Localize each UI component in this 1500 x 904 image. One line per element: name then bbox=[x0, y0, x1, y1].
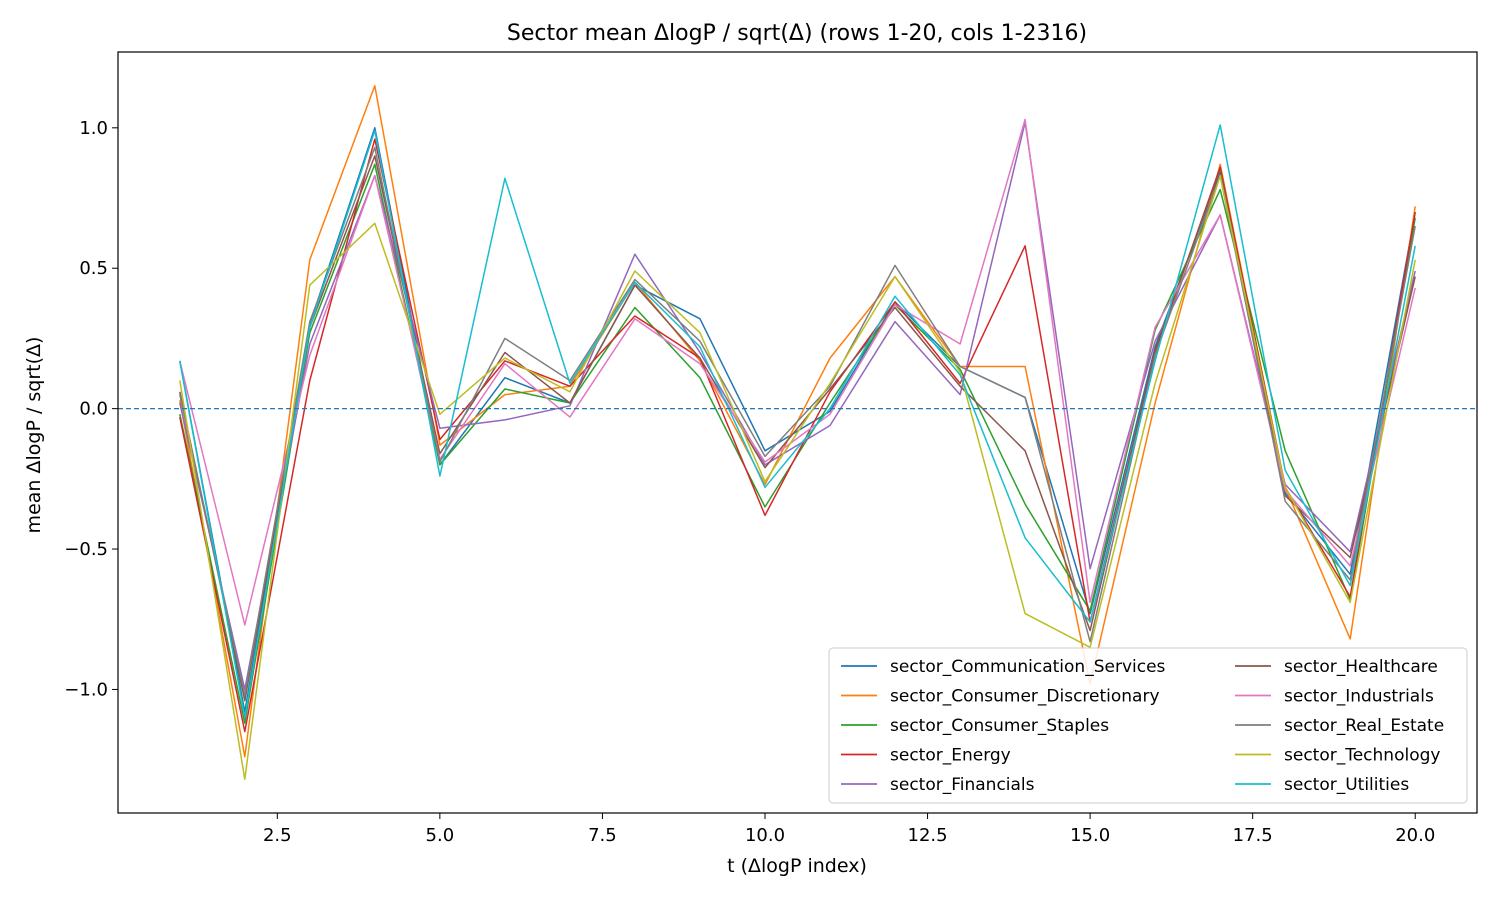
x-axis: 2.5 5.0 7.5 10.0 12.5 15.0 17.5 20.0 bbox=[263, 813, 1435, 846]
legend-label: sector_Financials bbox=[890, 775, 1035, 795]
legend-label: sector_Industrials bbox=[1284, 687, 1434, 707]
chart-title: Sector mean ΔlogP / sqrt(Δ) (rows 1-20, … bbox=[507, 21, 1087, 46]
y-tick-label: 1.0 bbox=[79, 118, 108, 139]
y-axis: −1.0 −0.5 0.0 0.5 1.0 bbox=[64, 118, 118, 700]
x-tick-label: 12.5 bbox=[908, 825, 948, 846]
legend-label: sector_Energy bbox=[890, 746, 1011, 766]
legend-label: sector_Communication_Services bbox=[890, 657, 1166, 677]
series-line-sector_Financials bbox=[179, 121, 1416, 691]
series-line-sector_Industrials bbox=[179, 118, 1416, 626]
legend-label: sector_Technology bbox=[1284, 746, 1440, 766]
x-tick-label: 7.5 bbox=[588, 825, 617, 846]
legend-label: sector_Real_Estate bbox=[1284, 716, 1444, 736]
x-tick-label: 17.5 bbox=[1233, 825, 1273, 846]
y-tick-label: 0.5 bbox=[79, 258, 108, 279]
x-tick-label: 20.0 bbox=[1395, 825, 1435, 846]
series-line-sector_Consumer_Staples bbox=[179, 163, 1416, 724]
y-axis-label: mean ΔlogP / sqrt(Δ) bbox=[23, 337, 45, 534]
series-line-sector_Healthcare bbox=[179, 155, 1416, 702]
series-line-sector_Technology bbox=[179, 174, 1416, 781]
x-tick-label: 2.5 bbox=[263, 825, 292, 846]
series-line-sector_Real_Estate bbox=[179, 146, 1416, 696]
series-layer bbox=[179, 84, 1416, 781]
legend-label: sector_Healthcare bbox=[1284, 657, 1438, 677]
plot-area-frame bbox=[117, 51, 1478, 814]
y-tick-label: 0.0 bbox=[79, 399, 108, 420]
y-tick-label: −1.0 bbox=[64, 679, 108, 700]
y-tick-label: −0.5 bbox=[64, 539, 108, 560]
legend-label: sector_Consumer_Staples bbox=[890, 716, 1109, 736]
legend-box bbox=[828, 647, 1468, 804]
x-tick-label: 10.0 bbox=[745, 825, 785, 846]
x-tick-label: 15.0 bbox=[1070, 825, 1110, 846]
legend-label: sector_Utilities bbox=[1284, 775, 1409, 795]
x-axis-label: t (ΔlogP index) bbox=[727, 855, 867, 877]
x-tick-label: 5.0 bbox=[426, 825, 455, 846]
legend: sector_Communication_Services sector_Cons… bbox=[828, 647, 1468, 804]
legend-label: sector_Consumer_Discretionary bbox=[890, 687, 1160, 707]
series-line-sector_Utilities bbox=[179, 124, 1416, 719]
